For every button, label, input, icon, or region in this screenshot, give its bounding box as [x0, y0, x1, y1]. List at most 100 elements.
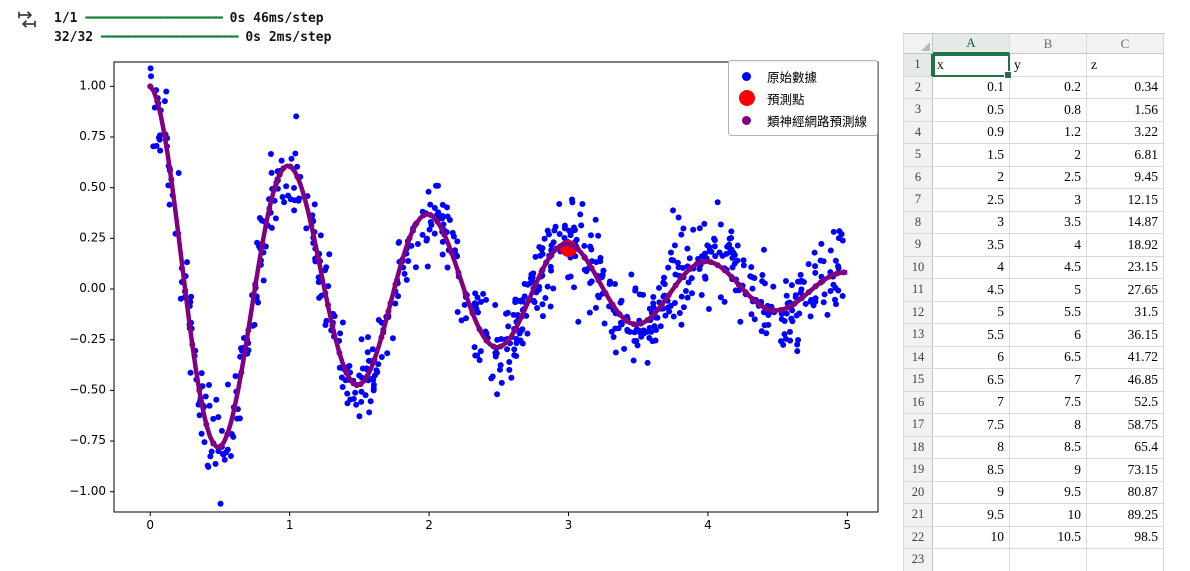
cell-B21[interactable]: 10 — [1010, 504, 1087, 527]
cell-C7[interactable]: 12.15 — [1087, 189, 1164, 212]
row-header-19[interactable]: 19 — [904, 459, 933, 482]
row-header-6[interactable]: 6 — [904, 166, 933, 189]
cell-B17[interactable]: 8 — [1010, 414, 1087, 437]
cell-B9[interactable]: 4 — [1010, 234, 1087, 257]
cell-C10[interactable]: 23.15 — [1087, 256, 1164, 279]
row-header-18[interactable]: 18 — [904, 436, 933, 459]
cell-A3[interactable]: 0.5 — [933, 99, 1010, 122]
cell-C16[interactable]: 52.5 — [1087, 391, 1164, 414]
cell-B11[interactable]: 5 — [1010, 279, 1087, 302]
cell-A2[interactable]: 0.1 — [933, 76, 1010, 99]
column-header-b[interactable]: B — [1010, 34, 1087, 54]
cell-B12[interactable]: 5.5 — [1010, 301, 1087, 324]
sheet-row: 3 0.5 0.8 1.56 — [904, 99, 1165, 122]
cell-C6[interactable]: 9.45 — [1087, 166, 1164, 189]
cell-A23[interactable] — [933, 549, 1010, 571]
swap-arrows-icon[interactable] — [15, 10, 39, 30]
column-header-a[interactable]: A — [933, 34, 1010, 54]
cell-C3[interactable]: 1.56 — [1087, 99, 1164, 122]
cell-A20[interactable]: 9 — [933, 481, 1010, 504]
cell-A17[interactable]: 7.5 — [933, 414, 1010, 437]
cell-A1[interactable]: x — [933, 54, 1012, 79]
cell-C17[interactable]: 58.75 — [1087, 414, 1164, 437]
cell-B18[interactable]: 8.5 — [1010, 436, 1087, 459]
cell-A14[interactable]: 6 — [933, 346, 1010, 369]
row-header-13[interactable]: 13 — [904, 324, 933, 347]
row-header-3[interactable]: 3 — [904, 99, 933, 122]
row-header-10[interactable]: 10 — [904, 256, 933, 279]
cell-C13[interactable]: 36.15 — [1087, 324, 1164, 347]
cell-A7[interactable]: 2.5 — [933, 189, 1010, 212]
row-header-14[interactable]: 14 — [904, 346, 933, 369]
cell-C12[interactable]: 31.5 — [1087, 301, 1164, 324]
row-header-5[interactable]: 5 — [904, 144, 933, 167]
row-header-11[interactable]: 11 — [904, 279, 933, 302]
cell-A15[interactable]: 6.5 — [933, 369, 1010, 392]
cell-C19[interactable]: 73.15 — [1087, 459, 1164, 482]
row-header-7[interactable]: 7 — [904, 189, 933, 212]
row-header-9[interactable]: 9 — [904, 234, 933, 257]
cell-B5[interactable]: 2 — [1010, 144, 1087, 167]
cell-B22[interactable]: 10.5 — [1010, 526, 1087, 549]
cell-A4[interactable]: 0.9 — [933, 121, 1010, 144]
cell-B4[interactable]: 1.2 — [1010, 121, 1087, 144]
row-header-16[interactable]: 16 — [904, 391, 933, 414]
row-header-23[interactable]: 23 — [904, 549, 933, 571]
cell-B23[interactable] — [1010, 549, 1087, 571]
cell-A9[interactable]: 3.5 — [933, 234, 1010, 257]
cell-A8[interactable]: 3 — [933, 211, 1010, 234]
row-header-20[interactable]: 20 — [904, 481, 933, 504]
cell-B13[interactable]: 6 — [1010, 324, 1087, 347]
cell-C1[interactable]: z — [1087, 54, 1164, 77]
cell-C2[interactable]: 0.34 — [1087, 76, 1164, 99]
select-all-corner[interactable] — [904, 34, 933, 54]
cell-B1[interactable]: y — [1010, 54, 1087, 77]
row-header-17[interactable]: 17 — [904, 414, 933, 437]
cell-C21[interactable]: 89.25 — [1087, 504, 1164, 527]
cell-B15[interactable]: 7 — [1010, 369, 1087, 392]
cell-A19[interactable]: 8.5 — [933, 459, 1010, 482]
column-header-c[interactable]: C — [1087, 34, 1164, 54]
cell-A10[interactable]: 4 — [933, 256, 1010, 279]
cell-A22[interactable]: 10 — [933, 526, 1010, 549]
cell-C8[interactable]: 14.87 — [1087, 211, 1164, 234]
cell-A21[interactable]: 9.5 — [933, 504, 1010, 527]
cell-C4[interactable]: 3.22 — [1087, 121, 1164, 144]
cell-A12[interactable]: 5 — [933, 301, 1010, 324]
cell-C5[interactable]: 6.81 — [1087, 144, 1164, 167]
cell-B8[interactable]: 3.5 — [1010, 211, 1087, 234]
fill-handle[interactable] — [1004, 70, 1012, 79]
cell-B19[interactable]: 9 — [1010, 459, 1087, 482]
cell-B2[interactable]: 0.2 — [1010, 76, 1087, 99]
cell-A13[interactable]: 5.5 — [933, 324, 1010, 347]
cell-B16[interactable]: 7.5 — [1010, 391, 1087, 414]
cell-A11[interactable]: 4.5 — [933, 279, 1010, 302]
cell-B6[interactable]: 2.5 — [1010, 166, 1087, 189]
cell-A6[interactable]: 2 — [933, 166, 1010, 189]
row-header-2[interactable]: 2 — [904, 76, 933, 99]
cell-C18[interactable]: 65.4 — [1087, 436, 1164, 459]
row-header-21[interactable]: 21 — [904, 504, 933, 527]
cell-C22[interactable]: 98.5 — [1087, 526, 1164, 549]
cell-C9[interactable]: 18.92 — [1087, 234, 1164, 257]
row-header-8[interactable]: 8 — [904, 211, 933, 234]
row-header-12[interactable]: 12 — [904, 301, 933, 324]
cell-B10[interactable]: 4.5 — [1010, 256, 1087, 279]
cell-C14[interactable]: 41.72 — [1087, 346, 1164, 369]
cell-B14[interactable]: 6.5 — [1010, 346, 1087, 369]
row-header-15[interactable]: 15 — [904, 369, 933, 392]
cell-B3[interactable]: 0.8 — [1010, 99, 1087, 122]
cell-A5[interactable]: 1.5 — [933, 144, 1010, 167]
cell-A18[interactable]: 8 — [933, 436, 1010, 459]
cell-B7[interactable]: 3 — [1010, 189, 1087, 212]
cell-C15[interactable]: 46.85 — [1087, 369, 1164, 392]
cell-C11[interactable]: 27.65 — [1087, 279, 1164, 302]
row-header-4[interactable]: 4 — [904, 121, 933, 144]
row-header-1[interactable]: 1 — [904, 54, 933, 77]
cell-C23[interactable] — [1087, 549, 1164, 571]
cell-A16[interactable]: 7 — [933, 391, 1010, 414]
row-header-22[interactable]: 22 — [904, 526, 933, 549]
cell-B20[interactable]: 9.5 — [1010, 481, 1087, 504]
cell-C20[interactable]: 80.87 — [1087, 481, 1164, 504]
